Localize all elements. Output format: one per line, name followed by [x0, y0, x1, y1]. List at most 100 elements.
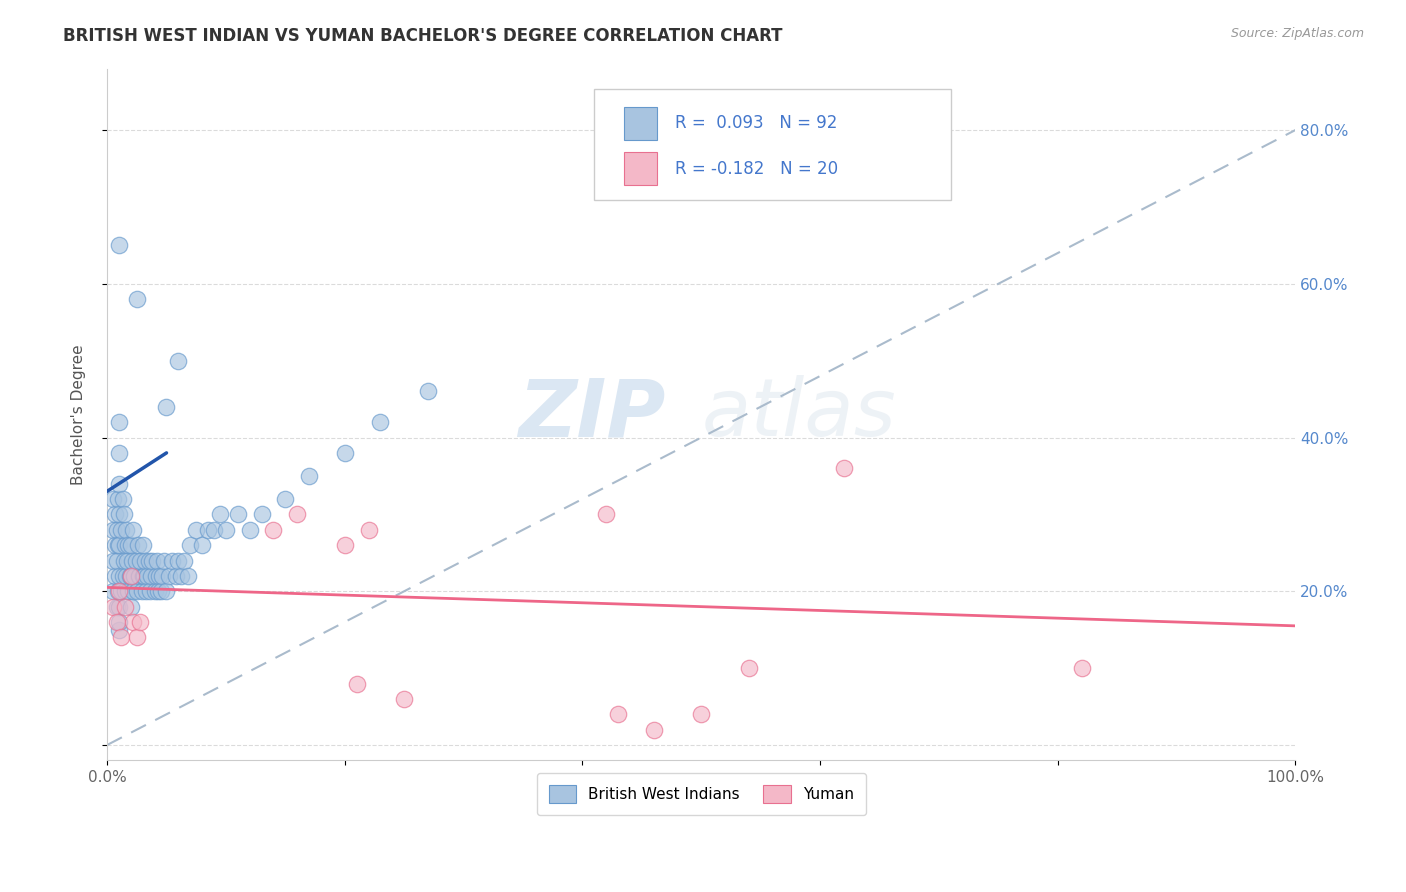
Point	[107, 491, 129, 506]
Point	[138, 553, 160, 567]
Point	[134, 553, 156, 567]
Point	[607, 707, 630, 722]
Point	[101, 553, 124, 567]
Point	[167, 353, 190, 368]
Text: R = -0.182   N = 20: R = -0.182 N = 20	[675, 160, 838, 178]
Point	[149, 584, 172, 599]
Point	[150, 569, 173, 583]
Point	[108, 508, 131, 522]
Point	[595, 508, 617, 522]
Point	[108, 538, 131, 552]
Point	[105, 553, 128, 567]
Point	[115, 569, 138, 583]
Point	[139, 584, 162, 599]
Point	[125, 292, 148, 306]
Point	[118, 569, 141, 583]
FancyBboxPatch shape	[624, 153, 657, 186]
Point	[285, 508, 308, 522]
Point	[239, 523, 262, 537]
Point	[122, 615, 145, 629]
Point	[143, 584, 166, 599]
Point	[120, 569, 142, 583]
Point	[208, 508, 231, 522]
Legend: British West Indians, Yuman: British West Indians, Yuman	[537, 773, 866, 815]
Point	[333, 538, 356, 552]
Point	[153, 553, 176, 567]
Point	[274, 491, 297, 506]
Point	[122, 523, 145, 537]
Point	[155, 400, 177, 414]
Point	[173, 553, 195, 567]
Point	[101, 491, 124, 506]
Point	[262, 523, 284, 537]
Point	[179, 538, 201, 552]
Point	[108, 415, 131, 429]
Point	[186, 523, 208, 537]
Point	[127, 538, 149, 552]
Point	[124, 553, 146, 567]
Point	[136, 569, 159, 583]
Point	[333, 446, 356, 460]
Point	[114, 584, 136, 599]
Point	[112, 508, 135, 522]
Point	[148, 569, 170, 583]
Point	[738, 661, 761, 675]
Point	[111, 491, 134, 506]
Point	[117, 538, 139, 552]
Point	[357, 523, 380, 537]
Point	[146, 584, 169, 599]
Point	[105, 615, 128, 629]
Point	[146, 553, 169, 567]
Text: atlas: atlas	[702, 376, 896, 453]
Text: ZIP: ZIP	[519, 376, 665, 453]
Point	[215, 523, 238, 537]
Point	[165, 569, 187, 583]
Point	[120, 538, 142, 552]
Point	[117, 553, 139, 567]
Point	[832, 461, 855, 475]
Point	[132, 569, 155, 583]
Text: BRITISH WEST INDIAN VS YUMAN BACHELOR'S DEGREE CORRELATION CHART: BRITISH WEST INDIAN VS YUMAN BACHELOR'S …	[63, 27, 783, 45]
Point	[141, 553, 163, 567]
FancyBboxPatch shape	[624, 106, 657, 140]
Point	[105, 599, 128, 614]
Point	[104, 508, 127, 522]
FancyBboxPatch shape	[595, 89, 950, 200]
Point	[125, 631, 148, 645]
Point	[108, 599, 131, 614]
Point	[112, 553, 135, 567]
Point	[108, 623, 131, 637]
Point	[298, 469, 321, 483]
Point	[107, 584, 129, 599]
Point	[101, 599, 124, 614]
Point	[139, 569, 162, 583]
Point	[191, 538, 214, 552]
Point	[162, 553, 184, 567]
Point	[346, 676, 368, 690]
Point	[101, 584, 124, 599]
Point	[132, 538, 155, 552]
Point	[110, 631, 132, 645]
Point	[170, 569, 193, 583]
Point	[392, 692, 415, 706]
Point	[110, 584, 132, 599]
Point	[690, 707, 713, 722]
Point	[115, 523, 138, 537]
Point	[120, 599, 142, 614]
Point	[643, 723, 665, 737]
Point	[101, 523, 124, 537]
Point	[132, 569, 155, 583]
Point	[122, 584, 145, 599]
Point	[104, 538, 127, 552]
Point	[129, 615, 152, 629]
Point	[125, 584, 148, 599]
Point	[129, 553, 152, 567]
Point	[114, 538, 136, 552]
Point	[105, 523, 128, 537]
Point	[117, 584, 139, 599]
Point	[226, 508, 249, 522]
Point	[108, 584, 131, 599]
Point	[202, 523, 225, 537]
Point	[1070, 661, 1092, 675]
Point	[108, 615, 131, 629]
